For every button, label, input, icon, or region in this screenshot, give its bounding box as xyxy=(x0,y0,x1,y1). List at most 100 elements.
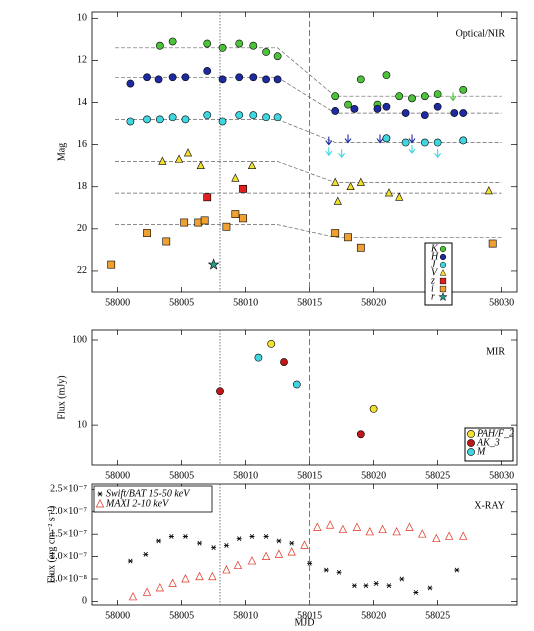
marker xyxy=(386,583,392,589)
marker xyxy=(156,538,162,544)
marker xyxy=(439,261,447,269)
x-tick-label: 58000 xyxy=(105,470,130,481)
legend-label: MAXI 2-10 keV xyxy=(105,498,170,509)
legend-box xyxy=(424,242,453,306)
marker xyxy=(439,245,447,253)
marker xyxy=(289,540,295,546)
upper-limit xyxy=(338,149,346,159)
marker xyxy=(444,531,454,540)
x-tick-label: 58010 xyxy=(233,470,258,481)
marker xyxy=(450,109,459,117)
marker xyxy=(182,533,188,539)
model-line xyxy=(115,47,502,97)
marker xyxy=(365,526,374,536)
marker xyxy=(155,582,165,592)
marker xyxy=(262,48,270,56)
marker xyxy=(155,115,164,124)
marker xyxy=(439,253,447,261)
x-tick-label: 58005 xyxy=(169,297,194,308)
legend-box xyxy=(93,485,213,513)
upper-limit xyxy=(408,134,416,144)
marker xyxy=(439,285,447,293)
marker xyxy=(203,67,212,75)
marker xyxy=(211,545,217,551)
marker xyxy=(168,73,177,82)
x-tick-label: 58025 xyxy=(425,610,450,621)
marker xyxy=(263,533,269,539)
marker xyxy=(196,160,205,169)
marker xyxy=(395,92,404,101)
marker xyxy=(95,499,105,508)
marker xyxy=(356,75,365,84)
marker xyxy=(392,526,401,536)
marker xyxy=(126,79,135,88)
marker xyxy=(183,148,193,157)
x-tick-label: 58005 xyxy=(169,610,194,621)
legend-label: J xyxy=(431,259,436,270)
marker xyxy=(222,565,231,574)
marker xyxy=(200,216,209,225)
panel-label: MIR xyxy=(486,346,505,357)
x-tick-label: 58025 xyxy=(425,470,450,481)
marker xyxy=(97,491,103,497)
y-tick-label: 10 xyxy=(77,13,87,24)
marker xyxy=(128,591,138,601)
marker xyxy=(203,111,212,120)
marker xyxy=(235,39,244,48)
marker xyxy=(235,111,244,120)
marker xyxy=(399,576,405,582)
marker xyxy=(467,439,475,447)
marker xyxy=(247,160,257,169)
marker xyxy=(331,177,340,186)
marker xyxy=(197,540,203,546)
marker xyxy=(382,134,391,143)
panel-label: Optical/NIR xyxy=(456,28,506,39)
x-tick-label: 58015 xyxy=(297,297,322,308)
marker xyxy=(168,533,174,539)
legend-label: z xyxy=(430,275,435,286)
marker xyxy=(382,71,391,80)
y-tick-label: 12 xyxy=(77,55,87,66)
y-axis-label: Mag xyxy=(56,143,67,161)
marker xyxy=(405,522,414,531)
marker xyxy=(127,558,133,564)
marker xyxy=(433,102,442,111)
x-tick-label: 58030 xyxy=(489,297,514,308)
upper-limit xyxy=(325,147,333,157)
y-tick-label: 5.0×10⁻⁸ xyxy=(50,573,87,584)
x-tick-label: 58000 xyxy=(105,610,130,621)
marker xyxy=(261,551,271,560)
x-tick-label: 58005 xyxy=(169,470,194,481)
marker xyxy=(218,43,227,52)
marker xyxy=(216,387,224,396)
y-tick-label: 14 xyxy=(77,97,87,108)
panel-label: X-RAY xyxy=(474,500,505,511)
marker xyxy=(356,430,365,439)
marker xyxy=(331,92,340,101)
panel-frame xyxy=(91,11,518,293)
marker xyxy=(249,73,258,82)
marker xyxy=(307,560,313,566)
legend-label: Swift/BAT 15-50 keV xyxy=(106,488,191,499)
marker xyxy=(413,589,419,595)
marker xyxy=(280,358,288,366)
marker xyxy=(126,117,135,126)
x-tick-label: 58015 xyxy=(297,610,322,621)
legend-label: AK_3 xyxy=(476,437,500,448)
marker xyxy=(174,154,184,163)
marker xyxy=(107,260,116,269)
marker xyxy=(292,380,301,389)
marker xyxy=(181,115,190,124)
marker xyxy=(344,100,352,109)
marker xyxy=(363,583,369,589)
legend-label: V xyxy=(431,267,439,278)
marker xyxy=(467,448,475,456)
model-line xyxy=(115,161,502,183)
marker xyxy=(336,569,342,575)
marker xyxy=(249,41,258,50)
marker xyxy=(267,339,276,348)
x-axis-label: MJD xyxy=(294,617,314,628)
marker xyxy=(287,547,296,556)
marker xyxy=(333,196,342,205)
y-tick-label: 2.5×10⁻⁷ xyxy=(50,484,87,495)
